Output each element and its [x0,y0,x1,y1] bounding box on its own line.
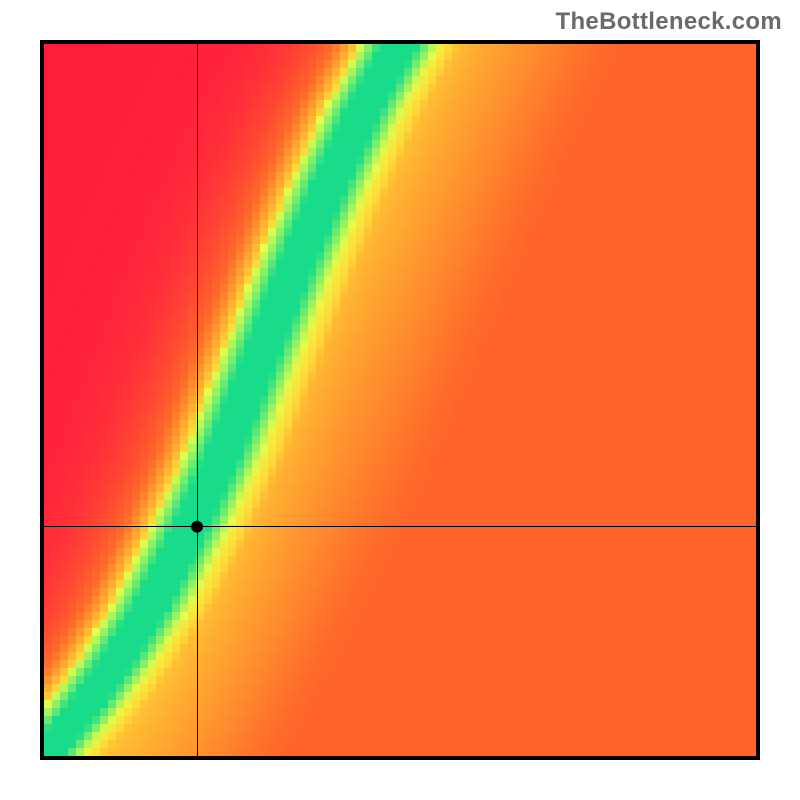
crosshair-vertical [197,44,198,756]
plot-frame [40,40,760,760]
heatmap-canvas [44,44,756,756]
chart-container: TheBottleneck.com [0,0,800,800]
watermark-text: TheBottleneck.com [556,8,782,36]
crosshair-horizontal [44,526,756,527]
